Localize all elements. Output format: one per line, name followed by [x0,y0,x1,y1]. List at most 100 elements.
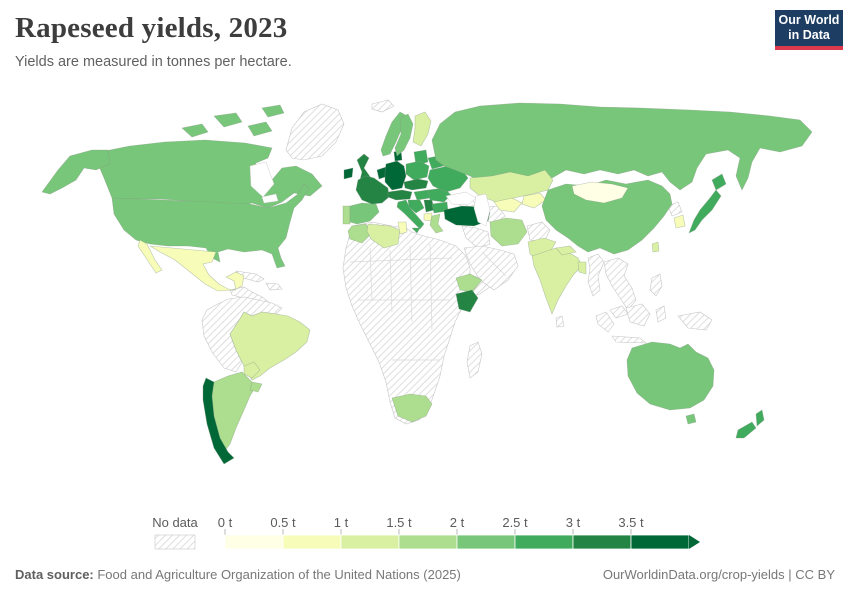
chart-footer: Data source: Food and Agriculture Organi… [15,567,835,582]
country-new-zealand-north[interactable] [755,409,765,427]
country-france[interactable] [355,175,390,205]
region-arabia[interactable] [463,245,519,291]
country-kenya[interactable] [455,289,479,313]
legend-tick-3: 1.5 t [386,515,412,530]
water-bodies [249,161,491,227]
legend-bin-3[interactable] [398,534,458,550]
country-south-korea[interactable] [673,214,686,229]
country-indonesia-sulawesi[interactable] [655,305,667,323]
country-brazil[interactable] [229,311,311,381]
country-south-africa[interactable] [391,393,433,423]
country-bangladesh[interactable] [577,261,587,275]
country-sweden[interactable] [394,113,414,157]
map-legend: No data 0 t 0.5 t 1 t 1.5 t 2 t 2.5 t 3 … [152,515,700,550]
country-albania-nmk[interactable] [423,212,433,222]
country-czechia-slovakia[interactable] [403,178,429,191]
country-australia[interactable] [626,341,715,411]
country-canada-arctic-1[interactable] [181,123,209,138]
country-new-zealand-south[interactable] [735,421,757,439]
legend-tick-7: 3.5 t [618,515,644,530]
country-japan[interactable] [688,189,722,234]
country-mongolia[interactable] [571,181,629,204]
country-poland[interactable] [405,160,430,181]
hudson-bay [249,161,275,198]
legend-no-data-swatch[interactable] [154,534,196,550]
region-syria-iraq[interactable] [461,225,491,249]
country-canada-arctic-2[interactable] [213,112,243,128]
country-north-korea[interactable] [667,201,683,217]
country-italy[interactable] [396,199,425,234]
country-uruguay[interactable] [249,381,263,393]
country-nepal[interactable] [555,245,577,256]
country-india[interactable] [531,247,583,315]
region-new-guinea[interactable] [677,311,713,331]
country-ethiopia[interactable] [455,273,483,293]
legend-tick-4: 2 t [450,515,465,530]
country-germany[interactable] [384,160,407,191]
country-morocco[interactable] [347,223,372,244]
region-se-asia[interactable] [603,257,637,311]
country-svalbard[interactable] [371,99,395,113]
country-taiwan[interactable] [651,241,660,253]
data-source-text: Food and Agriculture Organization of the… [93,567,461,582]
country-algeria[interactable] [366,223,401,249]
country-afghanistan[interactable] [526,221,551,243]
country-myanmar[interactable] [587,253,605,297]
country-australia-tasmania[interactable] [685,413,697,425]
country-canada-arctic-3[interactable] [247,121,273,137]
legend-bin-4[interactable] [456,534,516,550]
country-china[interactable] [541,179,673,255]
legend-tick-2: 1 t [334,515,349,530]
country-tunisia[interactable] [397,221,408,235]
owid-logo[interactable]: Our World in Data [775,10,843,50]
legend-tick-6: 3 t [566,515,581,530]
great-lakes [261,193,279,204]
country-austria-switzerland[interactable] [387,189,413,201]
legend-tick-1: 0.5 t [270,515,296,530]
legend-bin-5[interactable] [514,534,574,550]
legend-bin-0[interactable] [224,534,284,550]
country-paraguay[interactable] [243,361,261,379]
country-mexico[interactable] [137,239,245,292]
country-finland[interactable] [412,111,432,147]
legend-bin-7[interactable] [630,534,690,550]
country-indonesia-borneo[interactable] [625,303,651,327]
country-greece[interactable] [429,213,444,234]
country-sri-lanka[interactable] [555,315,565,328]
owid-logo-line2: in Data [788,28,830,42]
legend-tick-5: 2.5 t [502,515,528,530]
page-subtitle: Yields are measured in tonnes per hectar… [15,54,292,70]
legend-bin-2[interactable] [340,534,400,550]
country-indonesia-sumatra[interactable] [595,311,615,333]
country-usa-alaska[interactable] [41,149,111,195]
country-hungary[interactable] [413,189,431,201]
data-countries [41,102,813,465]
data-source-note: Data source: Food and Agriculture Organi… [15,567,461,582]
country-japan-hokkaido[interactable] [711,173,727,191]
owid-logo-line1: Our World [778,13,840,27]
country-greenland[interactable] [285,103,345,161]
country-kyrgyzstan-tajikistan[interactable] [521,192,547,209]
region-africa[interactable] [342,221,495,425]
region-hispaniola[interactable] [265,282,283,291]
caspian-sea [473,193,491,227]
legend-bin-1[interactable] [282,534,342,550]
data-source-label: Data source: [15,567,94,582]
page-title: Rapeseed yields, 2023 [15,12,288,44]
legend-bin-6[interactable] [572,534,632,550]
country-chile[interactable] [202,377,235,465]
country-ireland[interactable] [343,167,354,180]
country-usa[interactable] [111,183,310,269]
country-indonesia-java[interactable] [611,335,647,344]
country-portugal[interactable] [342,205,351,225]
country-madagascar[interactable] [466,341,483,379]
country-balkans-west[interactable] [407,199,425,214]
country-uzbekistan[interactable] [493,197,523,213]
region-malaysia[interactable] [609,305,629,319]
credit-link[interactable]: OurWorldinData.org/crop-yields | CC BY [602,567,835,582]
legend-tick-0: 0 t [218,515,233,530]
country-iran[interactable] [489,217,528,247]
country-canada-arctic-4[interactable] [261,104,285,118]
country-spain[interactable] [349,202,380,225]
country-philippines[interactable] [649,273,663,297]
